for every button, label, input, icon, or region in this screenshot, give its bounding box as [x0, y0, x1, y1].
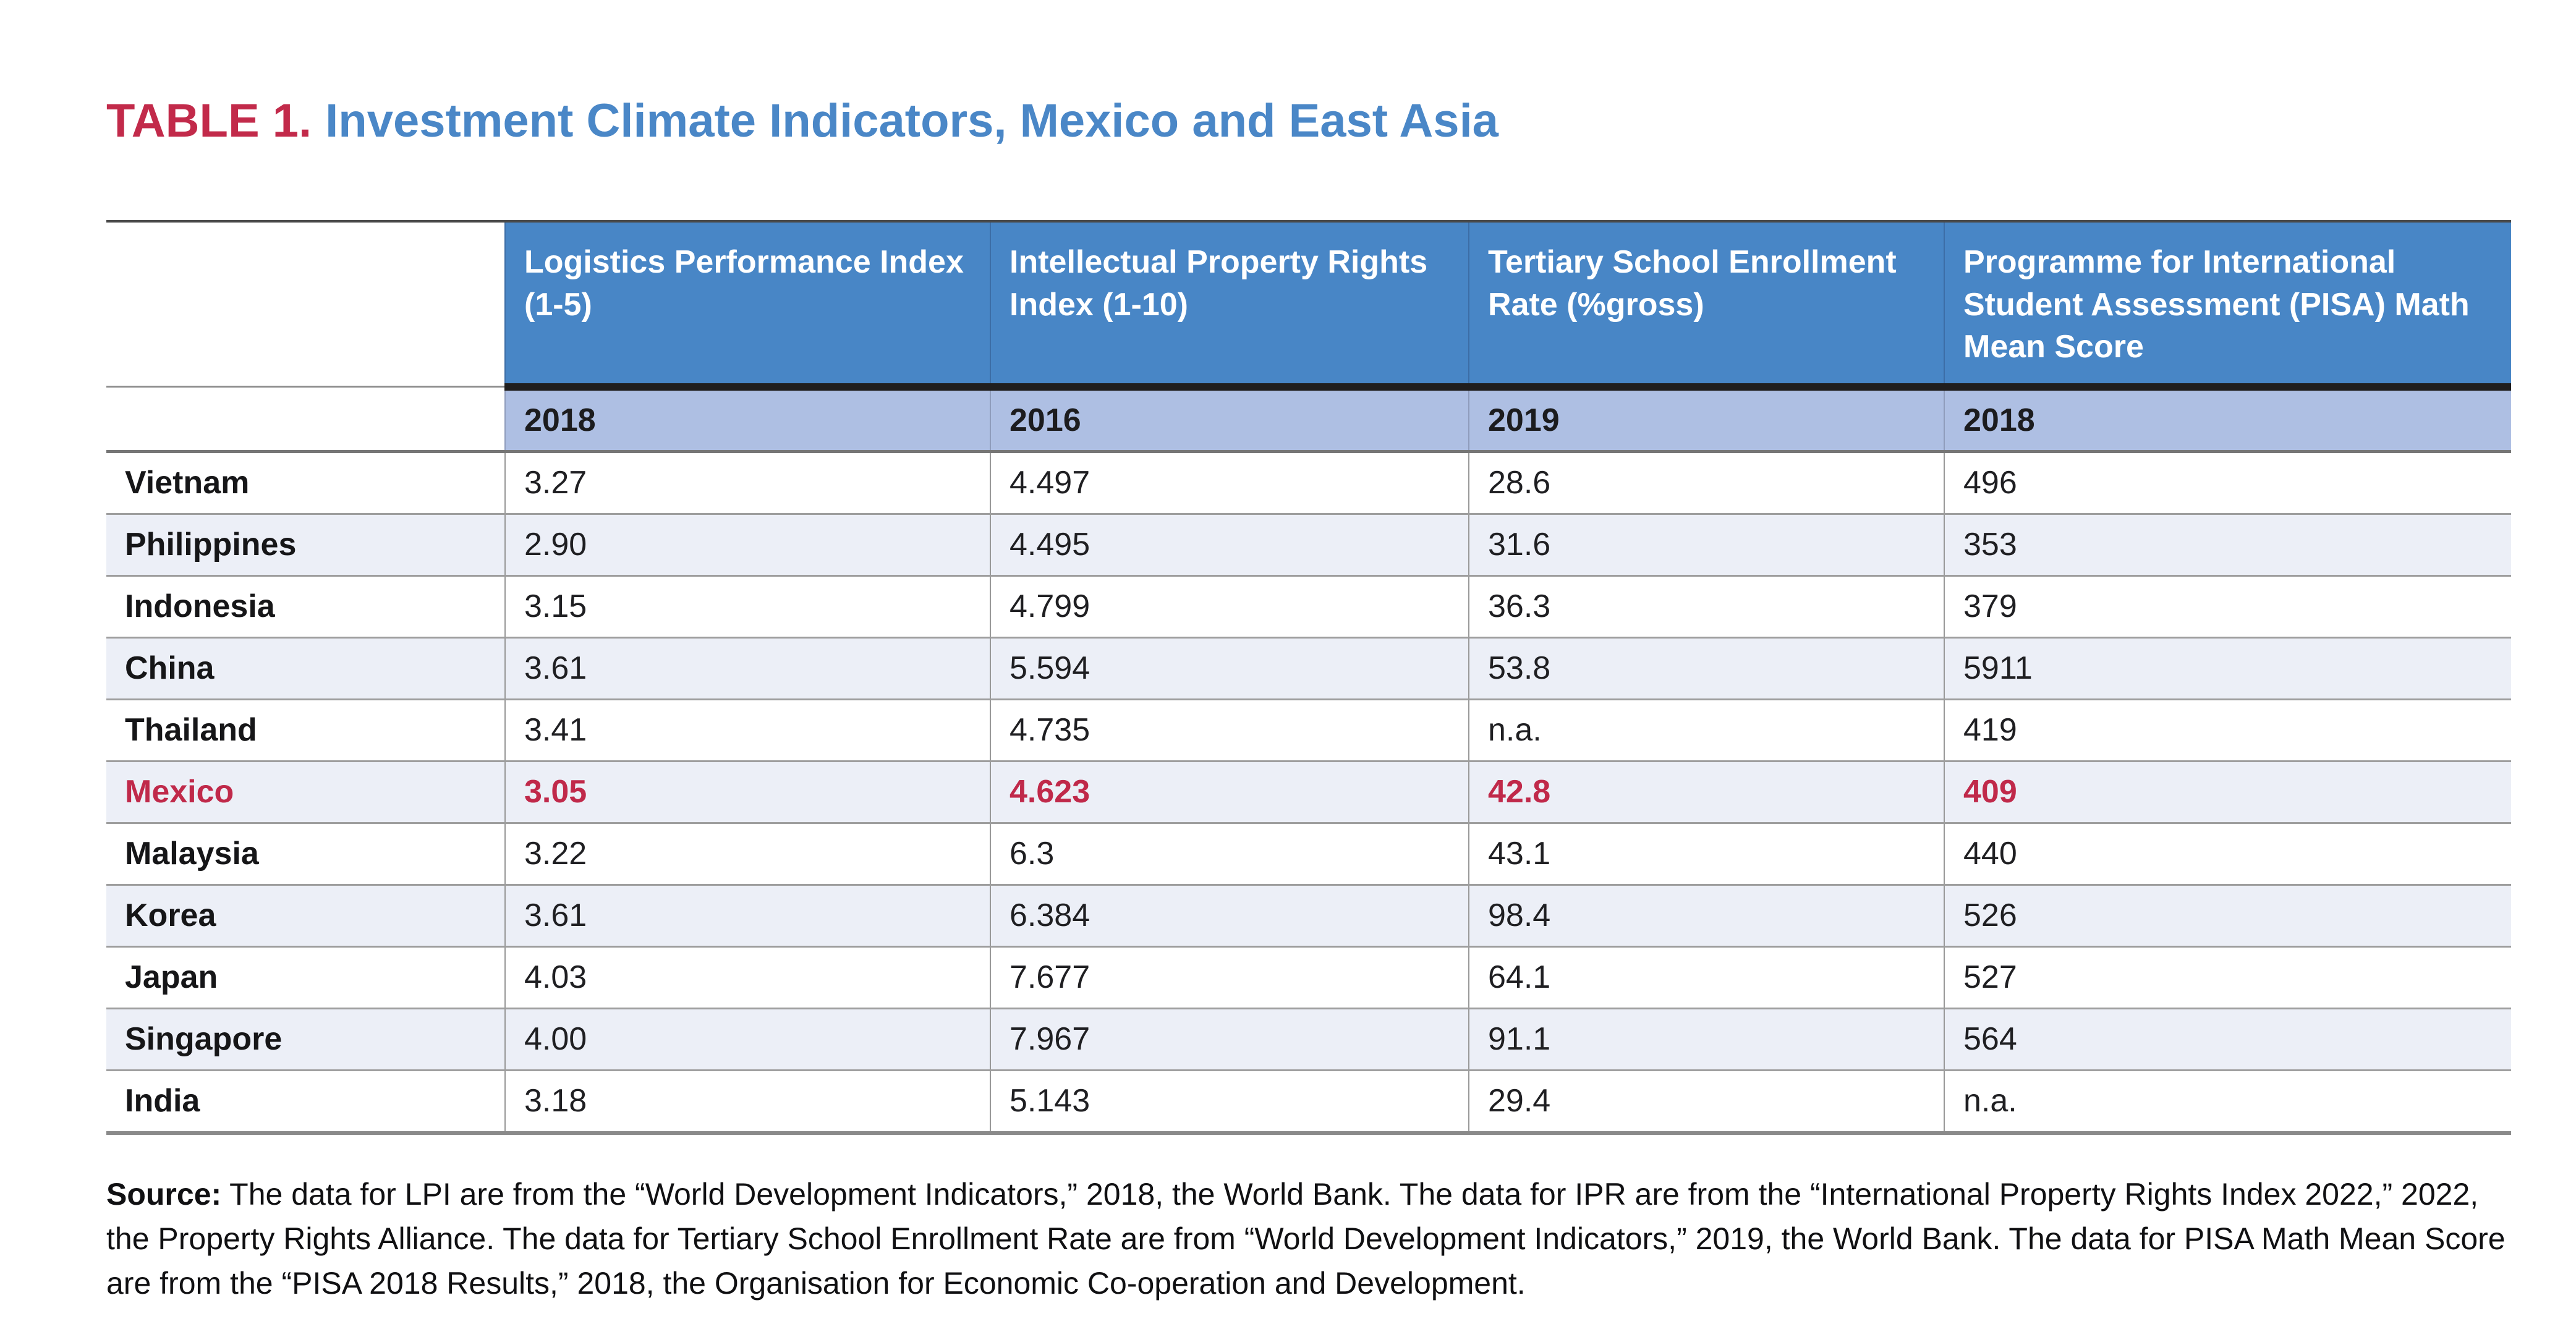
country-cell: Japan: [106, 946, 505, 1009]
country-cell: India: [106, 1070, 505, 1135]
value-cell: 379: [1944, 575, 2511, 639]
value-cell: 3.18: [504, 1070, 990, 1135]
value-cell: 98.4: [1468, 885, 1944, 948]
value-cell: 409: [1944, 761, 2511, 824]
value-cell: 2.90: [504, 514, 990, 577]
value-cell: 4.497: [990, 451, 1469, 515]
value-cell: 3.22: [504, 823, 990, 886]
value-cell: 64.1: [1468, 946, 1944, 1009]
value-cell: n.a.: [1468, 699, 1944, 762]
country-cell: Malaysia: [106, 823, 505, 886]
value-cell: 3.05: [504, 761, 990, 824]
table-row-vietnam: Vietnam 3.27 4.497 28.6 496: [106, 451, 2511, 515]
table-title-text: Investment Climate Indicators, Mexico an…: [325, 95, 1498, 147]
value-cell: 6.3: [990, 823, 1469, 886]
table-row-singapore: Singapore 4.00 7.967 91.1 564: [106, 1008, 2511, 1071]
table-row-thailand: Thailand 3.41 4.735 n.a. 419: [106, 699, 2511, 762]
table-row-india: India 3.18 5.143 29.4 n.a.: [106, 1070, 2511, 1135]
value-cell: 42.8: [1468, 761, 1944, 824]
value-cell: 53.8: [1468, 637, 1944, 700]
value-cell: 3.41: [504, 699, 990, 762]
value-cell: 526: [1944, 885, 2511, 948]
column-header-pisa: Programme for International Student Asse…: [1944, 221, 2511, 391]
year-pisa: 2018: [1944, 386, 2511, 453]
country-cell: Mexico: [106, 761, 505, 824]
country-cell: Philippines: [106, 514, 505, 577]
value-cell: 6.384: [990, 885, 1469, 948]
value-cell: 419: [1944, 699, 2511, 762]
corner-cell: [106, 221, 505, 388]
value-cell: 353: [1944, 514, 2511, 577]
country-cell: China: [106, 637, 505, 700]
table-row-mexico-highlighted: Mexico 3.05 4.623 42.8 409: [106, 761, 2511, 824]
year-row: 2018 2016 2019 2018: [106, 386, 2511, 453]
value-cell: 91.1: [1468, 1008, 1944, 1071]
country-cell: Vietnam: [106, 451, 505, 515]
year-ipr: 2016: [990, 386, 1469, 453]
table-row-japan: Japan 4.03 7.677 64.1 527: [106, 946, 2511, 1009]
value-cell: 564: [1944, 1008, 2511, 1071]
value-cell: 7.967: [990, 1008, 1469, 1071]
column-header-tertiary: Tertiary School Enrollment Rate (%gross): [1468, 221, 1944, 391]
column-header-lpi: Logistics Performance Index (1-5): [504, 221, 990, 391]
value-cell: 28.6: [1468, 451, 1944, 515]
value-cell: 5.143: [990, 1070, 1469, 1135]
table-number-label: TABLE 1.: [106, 95, 312, 147]
source-text: The data for LPI are from the “World Dev…: [106, 1177, 2506, 1301]
value-cell: 496: [1944, 451, 2511, 515]
table-row-korea: Korea 3.61 6.384 98.4 526: [106, 885, 2511, 948]
table-row-china: China 3.61 5.594 53.8 5911: [106, 637, 2511, 700]
source-note: Source: The data for LPI are from the “W…: [106, 1172, 2511, 1305]
value-cell: 43.1: [1468, 823, 1944, 886]
value-cell: 4.00: [504, 1008, 990, 1071]
value-cell: 4.03: [504, 946, 990, 1009]
value-cell: 3.15: [504, 575, 990, 639]
value-cell: 527: [1944, 946, 2511, 1009]
value-cell: 4.735: [990, 699, 1469, 762]
year-lpi: 2018: [504, 386, 990, 453]
value-cell: 440: [1944, 823, 2511, 886]
value-cell: 29.4: [1468, 1070, 1944, 1135]
value-cell: 3.27: [504, 451, 990, 515]
year-corner-cell: [106, 386, 505, 453]
header-row: Logistics Performance Index (1-5) Intell…: [106, 221, 2511, 391]
value-cell: 4.495: [990, 514, 1469, 577]
table-row-philippines: Philippines 2.90 4.495 31.6 353: [106, 514, 2511, 577]
indicators-table-container: Logistics Performance Index (1-5) Intell…: [106, 220, 2511, 1135]
indicators-table: Logistics Performance Index (1-5) Intell…: [106, 220, 2511, 1135]
year-tertiary: 2019: [1468, 386, 1944, 453]
value-cell: 5911: [1944, 637, 2511, 700]
value-cell: 31.6: [1468, 514, 1944, 577]
page-title: TABLE 1. Investment Climate Indicators, M…: [106, 94, 1498, 148]
country-cell: Thailand: [106, 699, 505, 762]
value-cell: 3.61: [504, 637, 990, 700]
column-header-ipr: Intellectual Property Rights Index (1-10…: [990, 221, 1469, 391]
value-cell: 5.594: [990, 637, 1469, 700]
table-row-malaysia: Malaysia 3.22 6.3 43.1 440: [106, 823, 2511, 886]
value-cell: 7.677: [990, 946, 1469, 1009]
value-cell: 36.3: [1468, 575, 1944, 639]
country-cell: Korea: [106, 885, 505, 948]
source-label: Source:: [106, 1177, 222, 1212]
value-cell: 4.623: [990, 761, 1469, 824]
value-cell: 3.61: [504, 885, 990, 948]
country-cell: Singapore: [106, 1008, 505, 1071]
value-cell: 4.799: [990, 575, 1469, 639]
table-row-indonesia: Indonesia 3.15 4.799 36.3 379: [106, 575, 2511, 639]
value-cell: n.a.: [1944, 1070, 2511, 1135]
country-cell: Indonesia: [106, 575, 505, 639]
